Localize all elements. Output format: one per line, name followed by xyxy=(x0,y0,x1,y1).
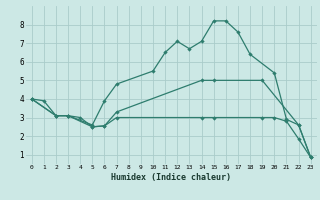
X-axis label: Humidex (Indice chaleur): Humidex (Indice chaleur) xyxy=(111,173,231,182)
